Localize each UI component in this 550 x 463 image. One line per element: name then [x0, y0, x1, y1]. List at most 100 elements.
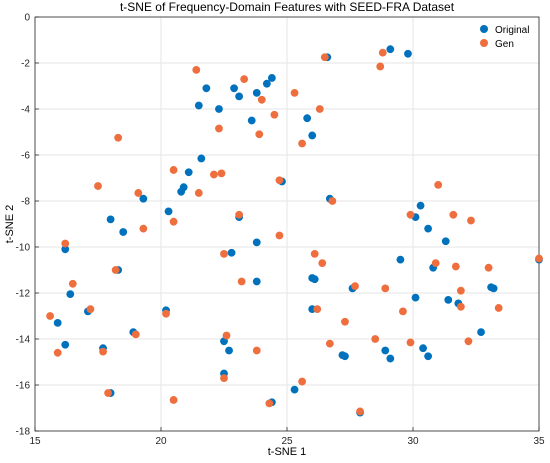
point-gen [265, 399, 274, 408]
point-original [230, 84, 238, 93]
point-gen [484, 263, 493, 272]
point-gen [139, 224, 148, 233]
point-gen [341, 317, 349, 326]
point-original [197, 154, 206, 163]
point-gen [169, 166, 178, 174]
point-original [477, 328, 485, 336]
y-tick-label: -8 [21, 197, 30, 208]
point-gen [255, 130, 264, 139]
point-original [404, 49, 412, 58]
point-gen [313, 305, 322, 313]
point-original [310, 275, 319, 284]
point-original [164, 207, 173, 216]
point-original [184, 168, 193, 177]
point-gen [270, 110, 279, 119]
point-gen [320, 53, 329, 62]
point-gen [356, 407, 364, 416]
point-original [252, 238, 261, 247]
point-original [441, 237, 450, 246]
point-gen [169, 396, 178, 404]
point-gen [134, 189, 143, 197]
point-original [53, 319, 62, 327]
point-gen [192, 66, 201, 74]
x-tick-label: 35 [533, 436, 545, 447]
point-gen [131, 330, 140, 339]
y-tick-label: -18 [16, 427, 31, 438]
point-original [227, 248, 236, 257]
scatter-points [46, 45, 543, 417]
x-axis-label: t-SNE 1 [268, 446, 307, 458]
point-gen [451, 262, 460, 271]
point-original [416, 201, 425, 210]
point-original [419, 344, 427, 353]
point-original [424, 352, 433, 361]
point-gen [494, 304, 503, 312]
point-original [381, 346, 390, 355]
y-tick-label: -14 [16, 335, 31, 346]
point-gen [406, 338, 415, 347]
point-gen [328, 197, 337, 205]
point-original [308, 131, 317, 140]
point-original [247, 116, 256, 125]
point-original [262, 79, 271, 88]
point-gen [351, 282, 359, 290]
x-tick-label: 15 [29, 436, 41, 447]
point-gen [104, 389, 112, 397]
point-gen [399, 307, 407, 316]
point-original [252, 89, 261, 97]
point-gen [464, 337, 473, 346]
point-gen [298, 139, 307, 148]
point-gen [315, 105, 324, 113]
point-original [179, 183, 188, 192]
point-gen [162, 309, 170, 318]
legend-label-original: Original [495, 25, 529, 36]
point-gen [290, 89, 299, 97]
point-gen [194, 189, 203, 197]
point-gen [310, 250, 319, 258]
point-original [386, 45, 395, 54]
point-gen [46, 312, 55, 320]
point-original [202, 84, 211, 93]
point-gen [378, 48, 387, 57]
point-original [396, 255, 405, 264]
point-gen [467, 216, 475, 225]
point-gen [535, 254, 543, 263]
point-gen [431, 259, 440, 267]
point-gen [252, 346, 261, 355]
point-gen [376, 62, 385, 71]
point-gen [220, 374, 228, 382]
point-original [489, 284, 498, 293]
point-gen [210, 170, 218, 179]
point-gen [257, 95, 266, 104]
legend-box [470, 20, 535, 53]
point-gen [449, 210, 458, 219]
point-original [424, 224, 433, 233]
point-gen [235, 210, 244, 219]
point-gen [61, 239, 70, 248]
y-tick-label: -6 [21, 151, 30, 162]
x-tick-label: 30 [407, 436, 419, 447]
point-gen [86, 305, 95, 313]
point-original [303, 114, 312, 123]
point-gen [275, 231, 284, 240]
point-gen [381, 284, 390, 293]
point-original [290, 385, 299, 394]
legend: Original Gen [470, 20, 535, 53]
legend-marker-gen [480, 39, 488, 47]
point-gen [456, 302, 465, 311]
point-gen [318, 259, 327, 267]
point-gen [325, 339, 334, 348]
point-original [267, 74, 276, 82]
legend-label-gen: Gen [495, 39, 514, 50]
point-gen [215, 124, 223, 133]
y-tick-label: -16 [16, 381, 31, 392]
point-original [139, 194, 148, 203]
point-gen [434, 181, 443, 189]
point-original [341, 352, 349, 361]
chart-title: t-SNE of Frequency-Domain Features with … [120, 0, 455, 14]
point-original [252, 277, 261, 286]
x-axis-ticks: 15 20 25 30 35 [29, 427, 545, 447]
point-gen [99, 347, 107, 356]
point-gen [406, 210, 415, 219]
